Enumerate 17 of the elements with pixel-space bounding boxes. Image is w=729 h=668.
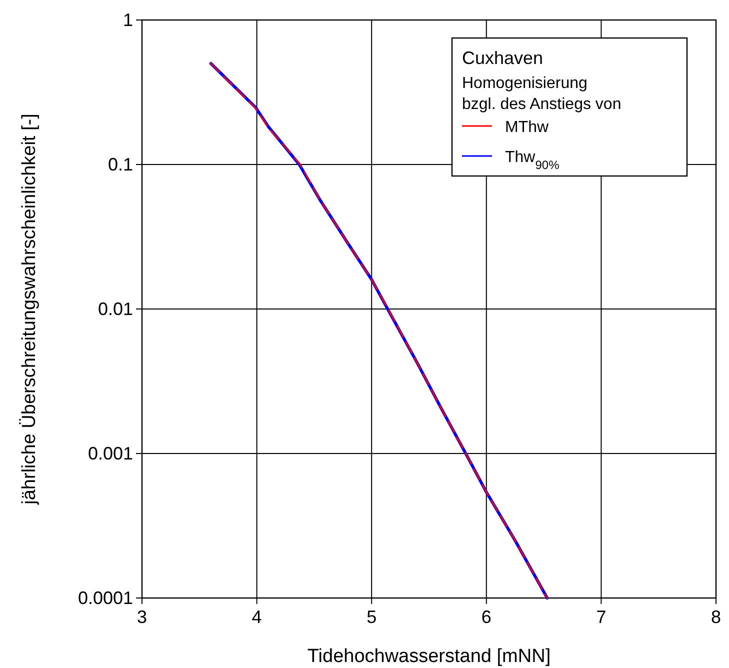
x-tick-label: 6 [481,607,492,628]
x-tick-label: 4 [252,607,262,628]
annotation: Homogenisierung bzgl. des Anstiegs von [462,75,622,113]
x-tick-label: 3 [136,607,148,628]
y-tick-label: 0.0001 [78,588,133,608]
legend-title: Cuxhaven [462,48,544,68]
legend-label: Thw$_{90%}$ [505,149,560,172]
y-tick-label: 0.001 [88,443,133,464]
x-tick-label: 8 [710,607,722,628]
y-axis-title: jährliche Überschreitungswahrscheinlichkeit [-] [19,114,40,506]
legend-label: MThw [505,119,549,136]
x-tick-label: 5 [366,607,377,628]
x-tick-label: 7 [596,607,606,628]
y-tick-label: 0.1 [108,154,133,174]
y-tick-label: 1 [122,10,133,30]
y-tick-label: 0.01 [98,298,133,319]
x-axis-title: Tidehochwasserstand [mNN] [307,646,551,667]
